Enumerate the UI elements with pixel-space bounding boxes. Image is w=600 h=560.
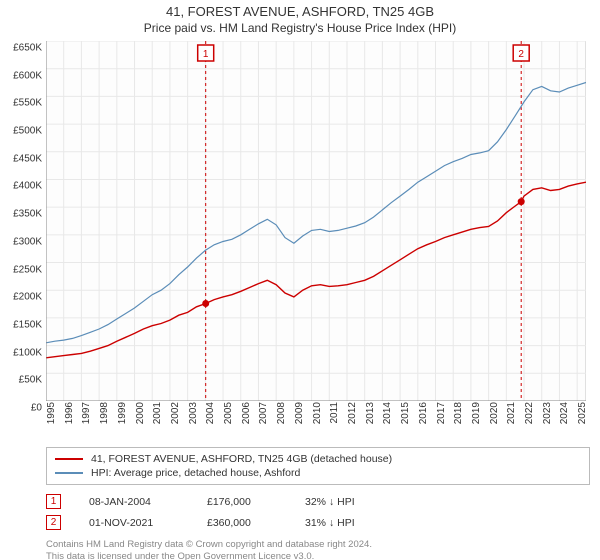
- marker-date: 01-NOV-2021: [89, 517, 179, 529]
- x-tick-label: 2015: [400, 402, 411, 442]
- y-tick-label: £50K: [19, 375, 42, 386]
- x-tick-label: 2022: [524, 402, 535, 442]
- svg-text:1: 1: [203, 49, 209, 60]
- y-tick-label: £300K: [13, 236, 42, 247]
- marker-price: £176,000: [207, 496, 277, 508]
- chart-svg: 12: [46, 41, 586, 401]
- x-tick-label: 2013: [365, 402, 376, 442]
- x-tick-label: 2007: [258, 402, 269, 442]
- x-tick-label: 2006: [241, 402, 252, 442]
- x-tick-label: 1998: [99, 402, 110, 442]
- x-tick-label: 2021: [506, 402, 517, 442]
- x-tick-label: 1997: [81, 402, 92, 442]
- x-tick-label: 2002: [170, 402, 181, 442]
- legend-item-hpi: HPI: Average price, detached house, Ashf…: [55, 466, 581, 480]
- x-tick-label: 2016: [418, 402, 429, 442]
- chart-title-address: 41, FOREST AVENUE, ASHFORD, TN25 4GB: [0, 4, 600, 19]
- legend-label: 41, FOREST AVENUE, ASHFORD, TN25 4GB (de…: [91, 453, 392, 465]
- x-tick-label: 2019: [471, 402, 482, 442]
- x-tick-label: 2017: [436, 402, 447, 442]
- y-tick-label: £350K: [13, 209, 42, 220]
- x-tick-label: 1995: [46, 402, 57, 442]
- legend-item-price-paid: 41, FOREST AVENUE, ASHFORD, TN25 4GB (de…: [55, 452, 581, 466]
- x-tick-label: 2000: [135, 402, 146, 442]
- chart-container: 41, FOREST AVENUE, ASHFORD, TN25 4GB Pri…: [0, 0, 600, 560]
- y-axis-labels: £0£50K£100K£150K£200K£250K£300K£350K£400…: [0, 48, 44, 408]
- y-tick-label: £650K: [13, 43, 42, 54]
- x-tick-label: 2010: [312, 402, 323, 442]
- marker-date: 08-JAN-2004: [89, 496, 179, 508]
- x-tick-label: 2018: [453, 402, 464, 442]
- x-tick-label: 2014: [382, 402, 393, 442]
- marker-box-icon: 1: [46, 494, 61, 509]
- chart-plot-area: 12: [46, 41, 586, 401]
- legend-swatch: [55, 472, 83, 474]
- marker-pct: 31% ↓ HPI: [305, 517, 365, 529]
- down-arrow-icon: ↓: [329, 496, 334, 508]
- x-tick-label: 2012: [347, 402, 358, 442]
- marker-price: £360,000: [207, 517, 277, 529]
- y-tick-label: £550K: [13, 98, 42, 109]
- footer-line: This data is licensed under the Open Gov…: [46, 551, 590, 560]
- footer-line: Contains HM Land Registry data © Crown c…: [46, 539, 590, 551]
- x-tick-label: 2023: [542, 402, 553, 442]
- x-tick-label: 2004: [205, 402, 216, 442]
- x-tick-label: 2020: [489, 402, 500, 442]
- y-tick-label: £450K: [13, 153, 42, 164]
- y-tick-label: £200K: [13, 292, 42, 303]
- titles: 41, FOREST AVENUE, ASHFORD, TN25 4GB Pri…: [0, 0, 600, 35]
- x-tick-label: 2005: [223, 402, 234, 442]
- y-tick-label: £100K: [13, 347, 42, 358]
- chart-title-subtitle: Price paid vs. HM Land Registry's House …: [0, 19, 600, 35]
- legend-swatch: [55, 458, 83, 460]
- footer-attribution: Contains HM Land Registry data © Crown c…: [46, 539, 590, 560]
- x-tick-label: 2009: [294, 402, 305, 442]
- x-tick-label: 2025: [577, 402, 588, 442]
- y-tick-label: £500K: [13, 126, 42, 137]
- x-tick-label: 2008: [276, 402, 287, 442]
- x-axis-labels: 1995 1996 1997 1998 1999 2000 2001 2002 2003 2004…: [46, 399, 586, 441]
- x-tick-label: 2011: [329, 402, 340, 442]
- x-tick-label: 1996: [64, 402, 75, 442]
- y-tick-label: £0: [31, 403, 42, 414]
- marker-table: 1 08-JAN-2004 £176,000 32% ↓ HPI 2 01-NO…: [46, 491, 590, 533]
- marker-pct: 32% ↓ HPI: [305, 496, 365, 508]
- y-tick-label: £400K: [13, 181, 42, 192]
- y-tick-label: £250K: [13, 264, 42, 275]
- y-tick-label: £150K: [13, 319, 42, 330]
- x-tick-label: 2001: [152, 402, 163, 442]
- svg-text:2: 2: [518, 49, 524, 60]
- marker-row-1: 1 08-JAN-2004 £176,000 32% ↓ HPI: [46, 491, 590, 512]
- down-arrow-icon: ↓: [329, 517, 334, 529]
- y-tick-label: £600K: [13, 70, 42, 81]
- marker-box-icon: 2: [46, 515, 61, 530]
- legend: 41, FOREST AVENUE, ASHFORD, TN25 4GB (de…: [46, 447, 590, 485]
- x-tick-label: 2003: [188, 402, 199, 442]
- legend-label: HPI: Average price, detached house, Ashf…: [91, 467, 300, 479]
- x-tick-label: 1999: [117, 402, 128, 442]
- marker-row-2: 2 01-NOV-2021 £360,000 31% ↓ HPI: [46, 512, 590, 533]
- x-tick-label: 2024: [559, 402, 570, 442]
